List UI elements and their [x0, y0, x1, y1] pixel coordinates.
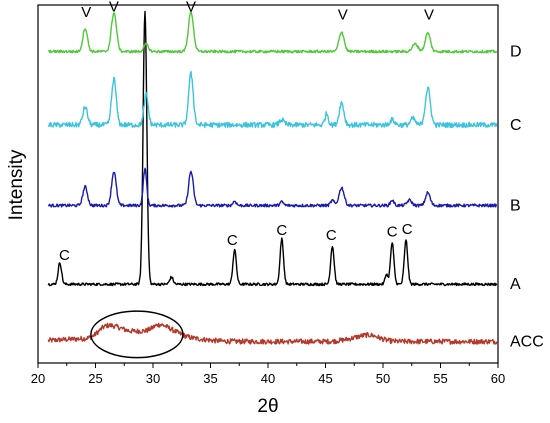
peak-label-v: V [81, 4, 91, 21]
series-label-acc: ACC [510, 334, 544, 351]
amorphous-region-ellipse [90, 310, 184, 359]
x-tick-label: 55 [433, 371, 447, 386]
peak-label-v: V [338, 7, 348, 24]
x-tick-label: 60 [491, 371, 505, 386]
peak-label-c: C [59, 247, 70, 264]
x-ticks: 20 25 30 35 40 45 50 55 60 [31, 363, 505, 386]
plot-frame [37, 4, 499, 364]
series-line-acc [47, 322, 498, 345]
series-layer [47, 10, 498, 345]
plot-border [37, 4, 499, 364]
x-axis-title: 2θ [257, 396, 278, 417]
series-line-d [48, 10, 498, 54]
annotation-layer [90, 310, 184, 359]
peak-label-c: C [387, 224, 398, 241]
x-tick-label: 30 [146, 371, 160, 386]
series-labels: ACC A B C D [510, 44, 544, 351]
y-axis-title: Intensity [6, 149, 27, 220]
series-line-a [47, 10, 498, 287]
x-tick-label: 40 [261, 371, 275, 386]
peak-label-c: C [276, 222, 287, 239]
series-line-b [47, 167, 498, 208]
peak-label-c: C [402, 221, 413, 238]
series-line-c [47, 70, 498, 129]
x-tick-label: 20 [31, 371, 45, 386]
peak-label-v: V [109, 0, 119, 15]
series-label-a: A [510, 276, 521, 293]
series-label-d: D [510, 44, 522, 61]
peak-label-c: C [326, 227, 337, 244]
x-tick-label: 50 [376, 371, 390, 386]
peak-label-v: V [424, 7, 434, 24]
peak-label-c: C [227, 232, 238, 249]
series-label-c: C [510, 117, 522, 134]
x-tick-label: 25 [88, 371, 102, 386]
x-tick-label: 45 [318, 371, 332, 386]
peak-label-v: V [186, 0, 196, 15]
x-tick-label: 35 [203, 371, 217, 386]
series-label-b: B [510, 197, 521, 214]
